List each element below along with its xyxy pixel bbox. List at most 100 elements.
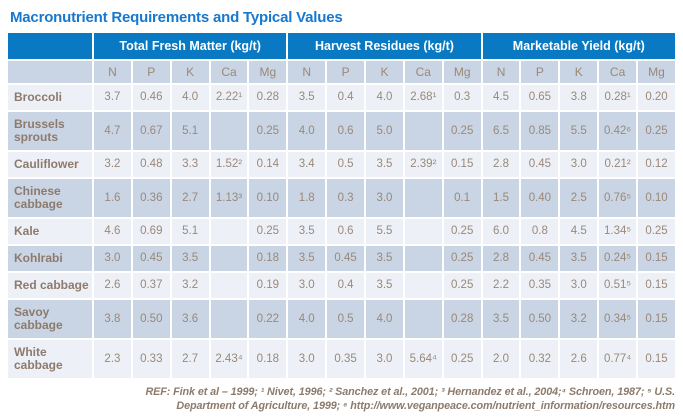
value-cell: 0.4 xyxy=(327,85,365,110)
value-cell: 0.45 xyxy=(521,152,559,177)
value-cell: 5.0 xyxy=(366,112,403,150)
value-cell: 4.0 xyxy=(288,300,326,338)
value-cell: 5.1 xyxy=(171,219,209,244)
value-cell: 0.4 xyxy=(327,273,365,298)
value-cell: 0.12 xyxy=(638,152,675,177)
value-cell: 3.2 xyxy=(560,300,598,338)
row-label: Savoy cabbage xyxy=(8,300,92,338)
value-cell: 2.7 xyxy=(171,179,209,217)
value-cell: 4.7 xyxy=(94,112,131,150)
value-cell: 0.25 xyxy=(638,112,675,150)
value-cell: 4.5 xyxy=(482,85,520,110)
value-cell: 3.5 xyxy=(560,246,598,271)
table-row: Kohlrabi 3.0 0.45 3.5 0.18 3.5 0.45 3.5 0.25 2.… xyxy=(8,246,675,271)
nutrient-header-2-n: N xyxy=(482,61,520,83)
value-cell: 0.24⁵ xyxy=(599,246,637,271)
value-cell: 0.15 xyxy=(443,152,481,177)
value-cell: 0.25 xyxy=(249,112,287,150)
references: REF: Fink et al – 1999; ¹ Nivet, 1996; ²… xyxy=(6,385,675,413)
value-cell: 3.5 xyxy=(288,246,326,271)
value-cell: 1.34⁵ xyxy=(599,219,637,244)
value-cell: 5.5 xyxy=(366,219,403,244)
value-cell: 0.35 xyxy=(327,340,365,378)
value-cell: 0.1 xyxy=(443,179,481,217)
nutrient-header-1-ca: Ca xyxy=(404,61,442,83)
value-cell: 0.25 xyxy=(443,219,481,244)
value-cell: 1.13³ xyxy=(210,179,248,217)
value-cell: 3.4 xyxy=(288,152,326,177)
value-cell: 0.34⁵ xyxy=(599,300,637,338)
value-cell: 6.5 xyxy=(482,112,520,150)
value-cell: 1.8 xyxy=(288,179,326,217)
table-row: Broccoli 3.7 0.46 4.0 2.22¹ 0.28 3.5 0.4 4.0 2.68… xyxy=(8,85,675,110)
value-cell: 2.68¹ xyxy=(404,85,442,110)
value-cell: 4.0 xyxy=(366,85,403,110)
value-cell: 0.45 xyxy=(132,246,170,271)
value-cell: 0.51⁵ xyxy=(599,273,637,298)
row-label: Chinese cabbage xyxy=(8,179,92,217)
value-cell: 3.8 xyxy=(560,85,598,110)
value-cell: 0.15 xyxy=(638,340,675,378)
value-cell: 0.28 xyxy=(249,85,287,110)
value-cell: 0.77⁴ xyxy=(599,340,637,378)
table-body: Broccoli 3.7 0.46 4.0 2.22¹ 0.28 3.5 0.4 4.0 2.68… xyxy=(8,85,675,378)
references-line-2: Department of Agriculture, 1999; ⁶ http:… xyxy=(176,400,675,412)
value-cell: 2.8 xyxy=(482,246,520,271)
value-cell: 0.18 xyxy=(249,246,287,271)
value-cell: 3.0 xyxy=(560,273,598,298)
nutrient-header-0-k: K xyxy=(171,61,209,83)
nutrient-header-1-n: N xyxy=(288,61,326,83)
value-cell: 0.10 xyxy=(638,179,675,217)
value-cell: 0.45 xyxy=(521,246,559,271)
value-cell: 2.7 xyxy=(171,340,209,378)
value-cell: 0.25 xyxy=(443,246,481,271)
value-cell: 0.15 xyxy=(638,273,675,298)
value-cell: 4.0 xyxy=(171,85,209,110)
value-cell: 4.5 xyxy=(560,219,598,244)
value-cell: 0.6 xyxy=(327,219,365,244)
value-cell xyxy=(404,246,442,271)
row-label: Red cabbage xyxy=(8,273,92,298)
value-cell: 0.8 xyxy=(521,219,559,244)
value-cell xyxy=(404,179,442,217)
value-cell: 0.18 xyxy=(249,340,287,378)
value-cell: 0.35 xyxy=(521,273,559,298)
table-row: White cabbage 2.3 0.33 2.7 2.43⁴ 0.18 3.0 0.35 3… xyxy=(8,340,675,378)
group-header-row: Total Fresh Matter (kg/t) Harvest Residue… xyxy=(8,33,675,59)
value-cell: 2.6 xyxy=(560,340,598,378)
value-cell: 3.3 xyxy=(171,152,209,177)
value-cell: 2.43⁴ xyxy=(210,340,248,378)
value-cell: 4.0 xyxy=(288,112,326,150)
value-cell: 3.0 xyxy=(94,246,131,271)
value-cell: 3.6 xyxy=(171,300,209,338)
value-cell: 2.5 xyxy=(560,179,598,217)
table-row: Savoy cabbage 3.8 0.50 3.6 0.22 4.0 0.5 4.0 0.… xyxy=(8,300,675,338)
value-cell: 0.19 xyxy=(249,273,287,298)
value-cell: 0.10 xyxy=(249,179,287,217)
value-cell: 3.5 xyxy=(288,219,326,244)
row-label: Cauliflower xyxy=(8,152,92,177)
value-cell: 0.3 xyxy=(327,179,365,217)
nutrient-header-0-n: N xyxy=(94,61,131,83)
value-cell: 1.6 xyxy=(94,179,131,217)
value-cell: 0.32 xyxy=(521,340,559,378)
nutrient-header-1-k: K xyxy=(366,61,403,83)
value-cell: 3.5 xyxy=(366,152,403,177)
value-cell: 4.6 xyxy=(94,219,131,244)
macronutrient-table: Total Fresh Matter (kg/t) Harvest Residue… xyxy=(6,31,677,380)
page-title: Macronutrient Requirements and Typical V… xyxy=(10,9,343,26)
value-cell: 0.50 xyxy=(132,300,170,338)
value-cell xyxy=(404,219,442,244)
value-cell: 2.3 xyxy=(94,340,131,378)
value-cell: 0.67 xyxy=(132,112,170,150)
value-cell: 3.2 xyxy=(94,152,131,177)
value-cell: 3.5 xyxy=(171,246,209,271)
nutrient-header-2-ca: Ca xyxy=(599,61,637,83)
value-cell: 0.15 xyxy=(638,246,675,271)
row-label: Broccoli xyxy=(8,85,92,110)
value-cell: 3.5 xyxy=(288,85,326,110)
value-cell: 3.7 xyxy=(94,85,131,110)
value-cell xyxy=(210,219,248,244)
references-line-1: REF: Fink et al – 1999; ¹ Nivet, 1996; ²… xyxy=(145,386,675,398)
value-cell: 2.2 xyxy=(482,273,520,298)
